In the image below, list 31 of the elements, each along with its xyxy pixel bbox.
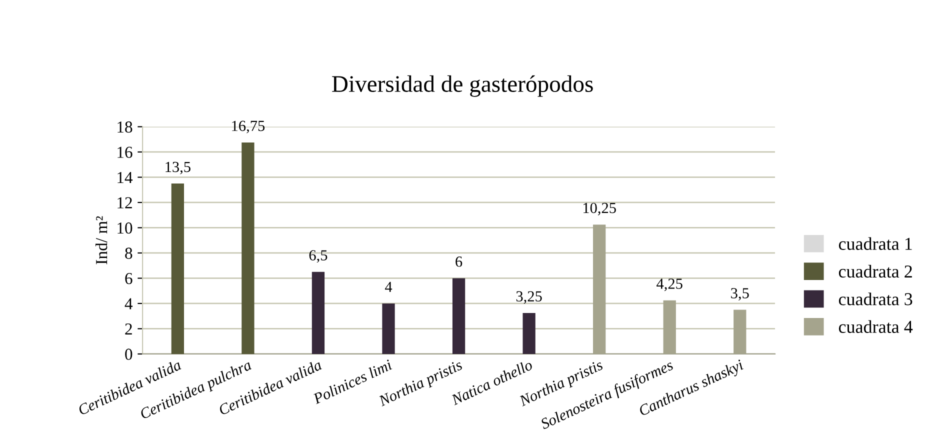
y-tick-label: 18 [118, 121, 132, 133]
data-label: 6 [456, 256, 462, 267]
bar [312, 272, 325, 354]
y-tick-label: 2 [125, 323, 132, 335]
legend-label: cuadrata 3 [838, 292, 912, 306]
y-tick-label: 14 [118, 172, 133, 184]
data-label: 10,25 [583, 202, 616, 216]
legend-label: cuadrata 4 [838, 320, 913, 333]
data-label: 16,75 [232, 120, 265, 134]
data-label: 3,5 [731, 288, 749, 301]
y-tick-label: 6 [125, 272, 132, 284]
data-label: 4 [384, 282, 392, 292]
y-tick-label: 8 [125, 248, 132, 259]
y-tick-label: 12 [118, 197, 132, 208]
y-tick-label: 0 [125, 348, 132, 360]
bar [382, 303, 395, 354]
data-label: 3,25 [516, 291, 542, 304]
bar [522, 312, 536, 354]
y-tick-label: 10 [118, 222, 132, 234]
chart-title: Diversidad de gasterópodos [332, 75, 593, 97]
data-label: 6,5 [309, 250, 328, 263]
data-label: 13,5 [166, 162, 190, 174]
bar [242, 142, 254, 354]
bar [171, 184, 184, 354]
bar [452, 278, 466, 354]
y-tick-label: 4 [124, 298, 133, 310]
y-tick-label: 16 [118, 146, 132, 158]
legend-label: cuadrata 2 [838, 264, 912, 278]
y-axis-title: Ind/ m² [95, 216, 108, 264]
legend-label: cuadrata 1 [838, 237, 912, 250]
data-label: 4,25 [656, 278, 682, 292]
